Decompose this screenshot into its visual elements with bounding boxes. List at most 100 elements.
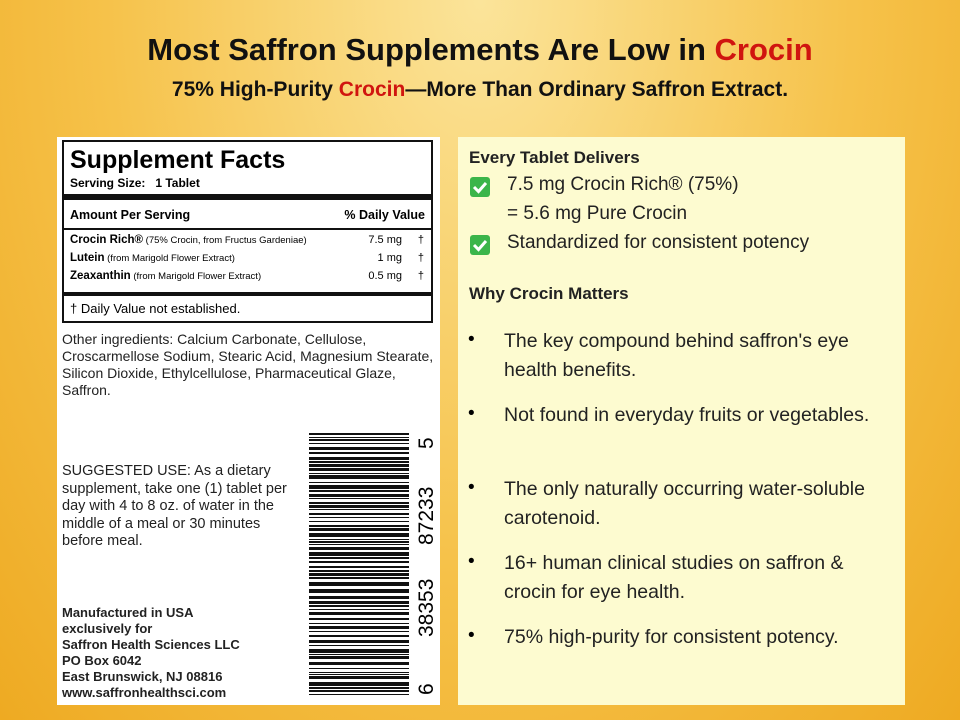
subtitle-highlight: Crocin (338, 78, 406, 101)
rule (64, 292, 431, 296)
barcode-bar (309, 502, 409, 504)
barcode-bar (309, 552, 409, 556)
barcode-bar (309, 457, 409, 460)
barcode-bar (309, 605, 409, 607)
barcode-bar (309, 528, 409, 531)
col-header: Amount Per Serving (70, 208, 191, 222)
rule (64, 194, 431, 200)
barcode-bar (309, 649, 409, 653)
manufacturer-line: exclusively for (62, 621, 153, 636)
bullet-dot: • (468, 403, 475, 424)
footnote: † Daily Value not established. (70, 301, 241, 316)
bullet-dot: • (468, 625, 475, 646)
barcode-bar (309, 626, 409, 629)
bullet-dot: • (468, 329, 475, 350)
check (472, 182, 488, 194)
barcode-bar (309, 485, 409, 489)
barcode-digit: 87233 (415, 487, 438, 545)
title-highlight: Crocin (714, 32, 813, 67)
barcode-bar (309, 539, 409, 540)
barcode-bar (309, 494, 409, 497)
barcode-bar (309, 498, 409, 499)
barcode-bar (309, 582, 409, 586)
bullet-text: Not found in everyday fruits or vegetabl… (504, 404, 870, 426)
check-icon (470, 235, 490, 255)
barcode-bar (309, 631, 409, 632)
subtitle: 75% High-Purity Crocin—More Than Ordinar… (0, 78, 960, 102)
label: Supplement Facts Serving Size: 1 Tablet … (57, 137, 440, 705)
barcode-digit: 5 (415, 437, 438, 449)
daily-value: † (417, 234, 424, 246)
barcode-bar (309, 694, 409, 695)
title: Most Saffron Supplements Are Low in Croc… (0, 32, 960, 68)
barcode-bar (309, 513, 409, 515)
barcode-bar (309, 566, 409, 568)
nutrient: Zeaxanthin (70, 270, 131, 282)
bullet-dot: • (468, 551, 475, 572)
bullet-text: The key compound behind saffron's eye he… (504, 330, 849, 381)
serving: Serving Size: 1 Tablet (70, 176, 200, 190)
barcode-digit: 38353 (415, 579, 438, 637)
barcode-bar (309, 672, 409, 673)
subtitle-text: —More Than Ordinary Saffron Extract. (405, 78, 789, 101)
nutrient-detail: (from Marigold Flower Extract) (104, 253, 235, 264)
barcode-bar (309, 573, 409, 576)
col-header: % Daily Value (344, 208, 425, 222)
nutrient: Lutein (70, 252, 105, 264)
section-title: Every Tablet Delivers (469, 148, 640, 167)
barcode-bar (309, 623, 409, 624)
barcode-bar (309, 533, 409, 537)
daily-value: † (417, 270, 424, 282)
manufacturer-line: Saffron Health Sciences LLC (62, 637, 240, 652)
barcode-bar (309, 447, 409, 450)
facts-row: Lutein (from Marigold Flower Extract) 1 m… (70, 252, 426, 264)
manufacturer-line: East Brunswick, NJ 08816 (62, 669, 223, 684)
barcode-bar (309, 547, 409, 550)
barcode-bar (309, 437, 409, 438)
barcode-bar (309, 618, 409, 620)
barcode-bar (309, 482, 409, 483)
amount: 7.5 mg (368, 234, 402, 246)
barcode-bar (309, 541, 409, 543)
facts-box: Supplement Facts Serving Size: 1 Tablet … (62, 140, 433, 323)
barcode-bar (309, 601, 409, 604)
barcode-bar (309, 690, 409, 692)
ingredients: Other ingredients: Calcium Carbonate, Ce… (62, 331, 434, 398)
barcode-bar (309, 682, 409, 686)
barcode-bar (309, 561, 409, 563)
barcode-bar (309, 443, 409, 444)
barcode-bar (309, 517, 409, 518)
title-text: Most Saffron Supplements Are Low in (147, 32, 715, 67)
barcode-bar (309, 570, 409, 572)
barcode-bar (309, 509, 409, 510)
info-panel: Every Tablet Delivers = 5.6 mg Pure Croc… (458, 137, 905, 705)
barcode-bar (309, 577, 409, 579)
barcode-bar (309, 473, 409, 474)
barcode-bar (309, 668, 409, 669)
delivers-item: Standardized for consistent potency (507, 232, 810, 253)
rule (64, 228, 431, 230)
barcode-bar (309, 461, 409, 463)
barcode-bar (309, 589, 409, 593)
barcode-bar (309, 640, 409, 643)
barcode-bar (309, 433, 409, 435)
manufacturer-line: www.saffronhealthsci.com (62, 685, 227, 700)
barcode-bar (309, 525, 409, 527)
barcode-bar (309, 521, 409, 522)
manufacturer: Manufactured in USA exclusively for Saffro… (62, 605, 240, 701)
barcode-bar (309, 654, 409, 655)
suggested-use: SUGGESTED USE: As a dietary supplement, … (62, 463, 287, 549)
barcode-bar (309, 662, 409, 665)
check-icon (470, 177, 490, 197)
barcode-bar (309, 544, 409, 545)
barcode-bar (309, 557, 409, 559)
amount: 1 mg (377, 252, 402, 264)
barcode-bar (309, 656, 409, 659)
barcode-bar (309, 687, 409, 689)
facts-row: Crocin Rich® (75% Crocin, from Fructus G… (70, 234, 426, 246)
barcode-bar (309, 635, 409, 637)
barcode-bar (309, 490, 409, 492)
facts-row: Zeaxanthin (from Marigold Flower Extract… (70, 270, 426, 282)
barcode-bar (309, 645, 409, 646)
